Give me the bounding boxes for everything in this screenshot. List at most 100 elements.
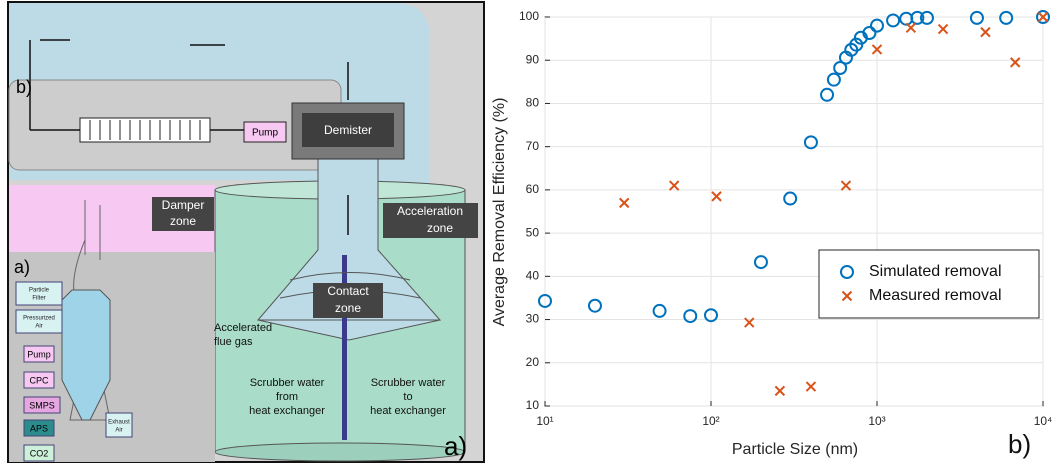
data-point [774, 385, 786, 397]
water-label: heat exchanger [249, 405, 325, 417]
x-tick-label: 10¹ [536, 414, 553, 428]
y-tick-label: 60 [526, 182, 540, 196]
data-point [969, 10, 984, 25]
instrument-label: Exhaust [108, 420, 130, 426]
x-tick-label: 10² [702, 414, 719, 428]
water-label: Scrubber water [250, 377, 325, 389]
y-tick-label: 20 [526, 355, 540, 369]
zone-label: Contact [327, 284, 369, 298]
inst-air [15, 309, 63, 334]
data-point [1009, 57, 1021, 68]
water-label: to [403, 391, 412, 403]
data-point [862, 25, 877, 40]
data-point [711, 191, 722, 202]
data-point [753, 255, 768, 270]
zone-label: zone [170, 214, 196, 228]
legend-box [818, 249, 1040, 319]
data-point [937, 23, 949, 35]
grid [544, 16, 1044, 407]
data-point [826, 72, 841, 87]
pump-label: Pump [252, 128, 279, 139]
zone-label: zone [335, 301, 361, 315]
legend-marker [840, 265, 854, 279]
x-tick-label: 10³ [868, 414, 885, 428]
data-point [840, 180, 852, 191]
instrument-label: Air [115, 428, 122, 434]
data-point [849, 37, 864, 52]
data-point [587, 298, 602, 313]
inst-aps [23, 419, 55, 437]
water-pipe [342, 255, 347, 440]
panel-label: a) [14, 257, 30, 277]
inst-filter [15, 281, 63, 306]
instrument-label: APS [30, 423, 48, 433]
data-point [652, 303, 667, 318]
data-point [910, 10, 925, 25]
y-tick-label: 80 [526, 96, 540, 110]
data-point [744, 317, 755, 328]
instrument-label: Filter [32, 296, 45, 302]
data-point [1037, 11, 1049, 23]
data-point [870, 18, 884, 33]
data-point [683, 309, 698, 324]
instrument-label: Pump [27, 349, 51, 359]
contact-box [313, 283, 383, 318]
y-tick-label: 40 [526, 269, 540, 283]
data-point [803, 135, 818, 150]
water-label: heat exchanger [370, 405, 446, 417]
y-tick-label: 70 [526, 139, 540, 153]
data-point [618, 197, 630, 209]
instrument-label: CO2 [30, 448, 49, 458]
water-label: from [276, 391, 298, 403]
data-point [833, 61, 848, 76]
cyclone [61, 289, 111, 421]
panel-label: a) [444, 431, 467, 461]
legend-label: Simulated removal [869, 263, 1002, 280]
tank-bottom [214, 442, 466, 462]
legend-label: Measured removal [869, 287, 1002, 304]
zone-label: Acceleration [397, 204, 463, 218]
data-point [905, 22, 917, 34]
arrows [29, 39, 349, 235]
y-tick-label: 10 [526, 398, 540, 412]
data-point [538, 293, 552, 308]
data-point [886, 13, 901, 28]
chart: Particle Size (nm) Average Removal Effic… [491, 9, 1052, 459]
y-axis-label: Average Removal Efficiency (%) [491, 98, 508, 327]
inst-exhaust [105, 412, 133, 438]
data-point [919, 10, 934, 25]
instrument-label: Particle [29, 288, 50, 294]
inst-co2 [23, 444, 55, 462]
acceleration-box [383, 203, 478, 238]
data-point [668, 180, 680, 191]
data-point [704, 308, 718, 323]
heat-exchanger [79, 117, 211, 143]
data-point [980, 26, 991, 38]
data-point [820, 87, 835, 102]
pump-box [243, 121, 287, 143]
panel-label: b) [1008, 429, 1031, 459]
water-label: Scrubber water [371, 377, 446, 389]
plot-area [544, 16, 1044, 407]
zone-label: Damper [162, 198, 205, 212]
inst-pump [23, 345, 55, 363]
instrument-label: SMPS [29, 400, 55, 410]
instrument-label: Pressurized [23, 316, 55, 322]
y-tick-label: 90 [526, 52, 540, 66]
data-point [805, 381, 817, 392]
y-tick-label: 50 [526, 225, 540, 239]
x-tick-label: 10⁴ [1034, 414, 1053, 428]
zone-label: zone [427, 221, 453, 235]
panel-label: b) [16, 77, 32, 97]
demister-box [302, 113, 394, 147]
instrument-label: CPC [29, 375, 49, 385]
instrument-label: Air [35, 324, 42, 330]
funnel-cone [257, 319, 441, 341]
data-point [783, 191, 798, 206]
demister-label: Demister [324, 123, 372, 137]
flue-gas-label: flue gas [214, 336, 253, 348]
data-point [1036, 10, 1050, 24]
flue-gas-label: Accelerated [214, 322, 272, 334]
diagram: b) Pump Demister Damper zone Acceleratio… [7, 1, 485, 463]
